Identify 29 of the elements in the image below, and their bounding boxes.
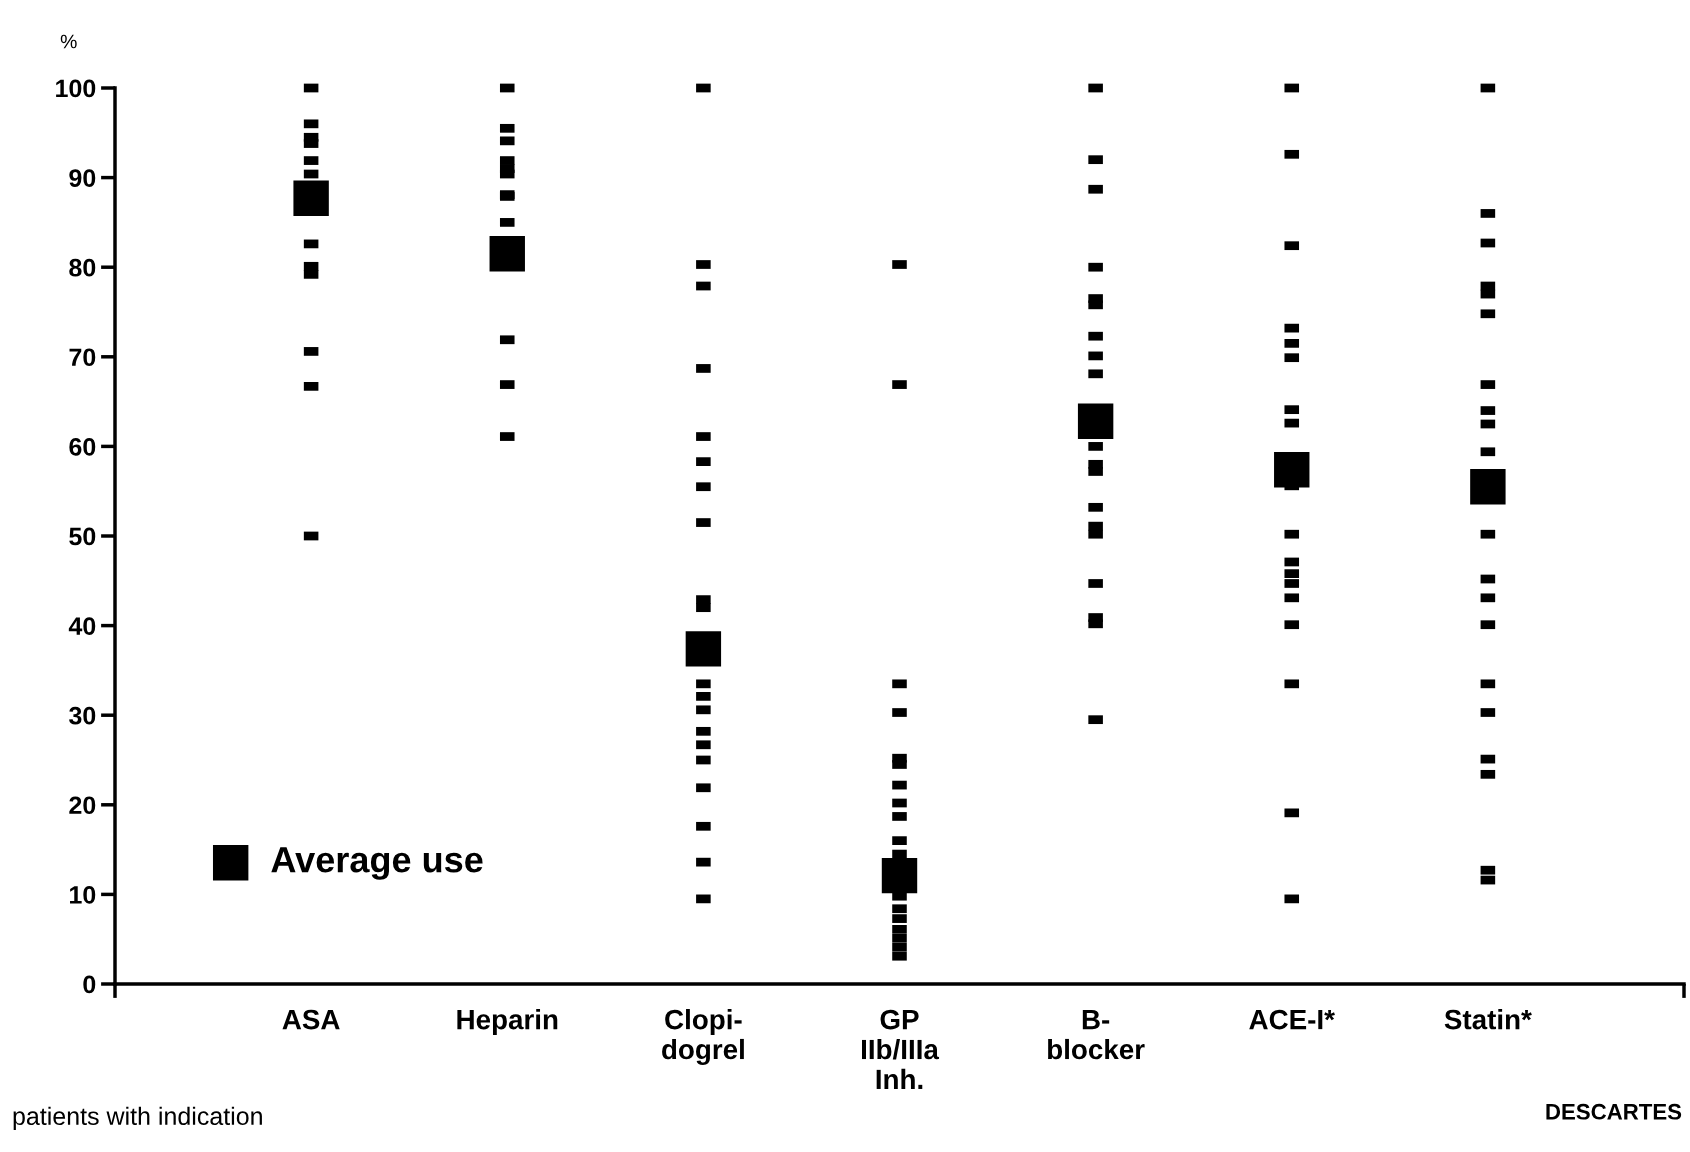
y-tick-label: 40 — [68, 617, 96, 635]
y-tick-label: 50 — [69, 527, 96, 546]
point — [1470, 469, 1506, 505]
x-tick-label: Clopi- dogrel — [662, 1009, 744, 1065]
y-tick-label: 80 — [69, 258, 96, 277]
y-tick-label: 90 — [69, 169, 96, 187]
y-tick-label: 0 — [83, 975, 96, 994]
point — [293, 180, 329, 216]
y-tick-label: 70 — [69, 348, 96, 367]
x-tick-label: B- blocker — [1048, 1010, 1145, 1060]
point — [489, 236, 525, 272]
x-tick-label: Statin* — [1444, 1009, 1532, 1030]
y-tick-label: 20 — [69, 796, 96, 815]
y-tick-label: 10 — [70, 886, 96, 904]
y-tick-label: 60 — [69, 438, 96, 456]
point — [1274, 451, 1310, 488]
point — [685, 631, 722, 667]
text: DESCARTES — [1546, 1103, 1682, 1120]
point — [881, 857, 918, 894]
x-tick-label: ACE-I* — [1249, 1009, 1335, 1030]
text: patients with indication — [13, 1106, 262, 1130]
y-axis-title: % — [60, 34, 77, 49]
y-tick-label: 100 — [56, 79, 96, 98]
x-tick-label: GP IIb/IIIa Inh. — [862, 1009, 940, 1089]
point — [1077, 403, 1114, 440]
x-tick-label: Heparin — [457, 1009, 558, 1035]
x-tick-label: ASA — [282, 1009, 340, 1030]
y-tick-label: 30 — [69, 706, 96, 725]
legend-label: Average use — [271, 847, 483, 880]
